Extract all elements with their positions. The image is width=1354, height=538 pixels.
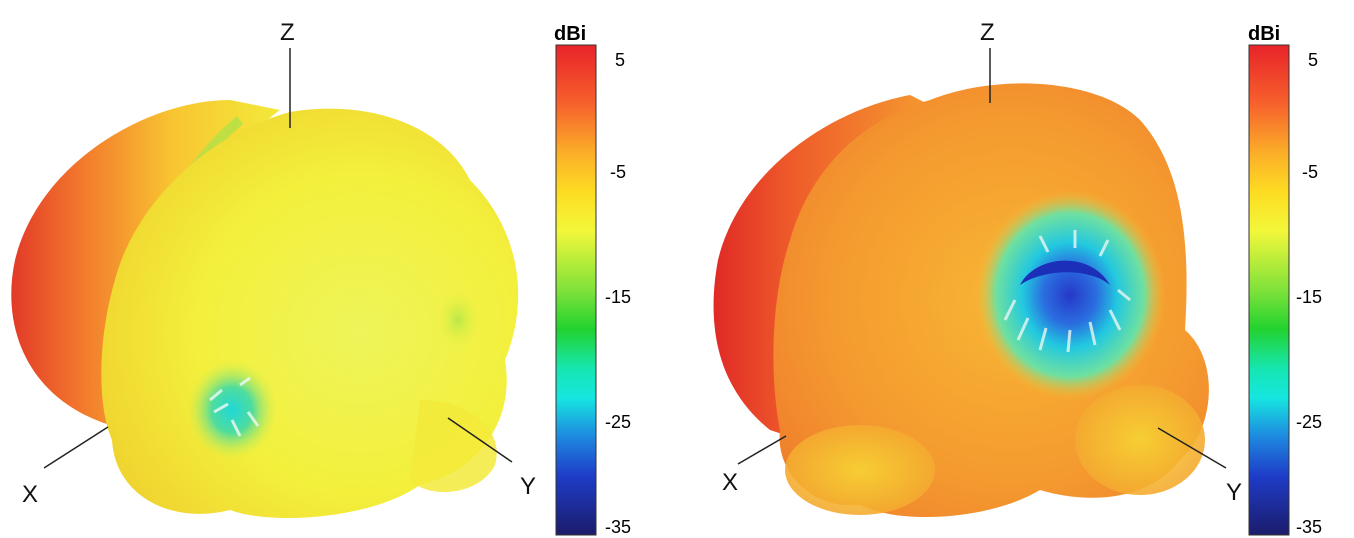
right-x-axis-label: X [722,469,738,496]
left-colorbar-tick: -15 [605,287,631,307]
right-null-core [1020,260,1110,285]
left-colorbar-tick: -35 [605,517,631,537]
right-colorbar-unit: dBi [1248,23,1280,45]
right-pattern: Z X Y [713,19,1242,517]
right-colorbar-tick: -35 [1296,517,1322,537]
left-colorbar-tick: -5 [610,162,626,182]
left-colorbar-gradient [555,44,597,536]
left-minor-spot [436,290,480,350]
left-lower-lobe [410,400,497,492]
right-y-axis-line [1157,427,1227,469]
right-y-axis-label: Y [1226,479,1242,506]
left-colorbar-unit: dBi [554,23,586,45]
right-colorbar: dBi 5 -5 -15 -25 -35 [1248,23,1322,537]
right-colorbar-tick: -15 [1296,287,1322,307]
right-colorbar-gradient [1248,44,1290,536]
left-z-axis-label: Z [280,19,295,46]
left-colorbar-tick: 5 [615,50,625,70]
right-lower-right-lobe [1075,385,1205,495]
left-null-streaks [209,376,260,437]
left-x-axis-label: X [22,481,38,508]
right-z-axis-label: Z [980,19,995,46]
right-colorbar-tick: 5 [1308,50,1318,70]
left-colorbar: dBi 5 -5 -15 -25 -35 [554,23,631,537]
right-null-streaks [1003,230,1131,353]
left-pattern: Z X Y [11,19,536,518]
right-colorbar-tick: -5 [1302,162,1318,182]
left-x-axis-line [43,426,109,469]
left-y-axis-label: Y [520,473,536,500]
right-back-lobe [713,95,930,440]
right-lower-left-lobe [785,425,935,515]
right-x-axis-line [737,435,787,465]
right-colorbar-tick: -25 [1296,412,1322,432]
left-y-axis-line [447,417,513,463]
left-colorbar-tick: -25 [605,412,631,432]
left-null-region [187,360,277,460]
right-null-region [975,190,1165,400]
